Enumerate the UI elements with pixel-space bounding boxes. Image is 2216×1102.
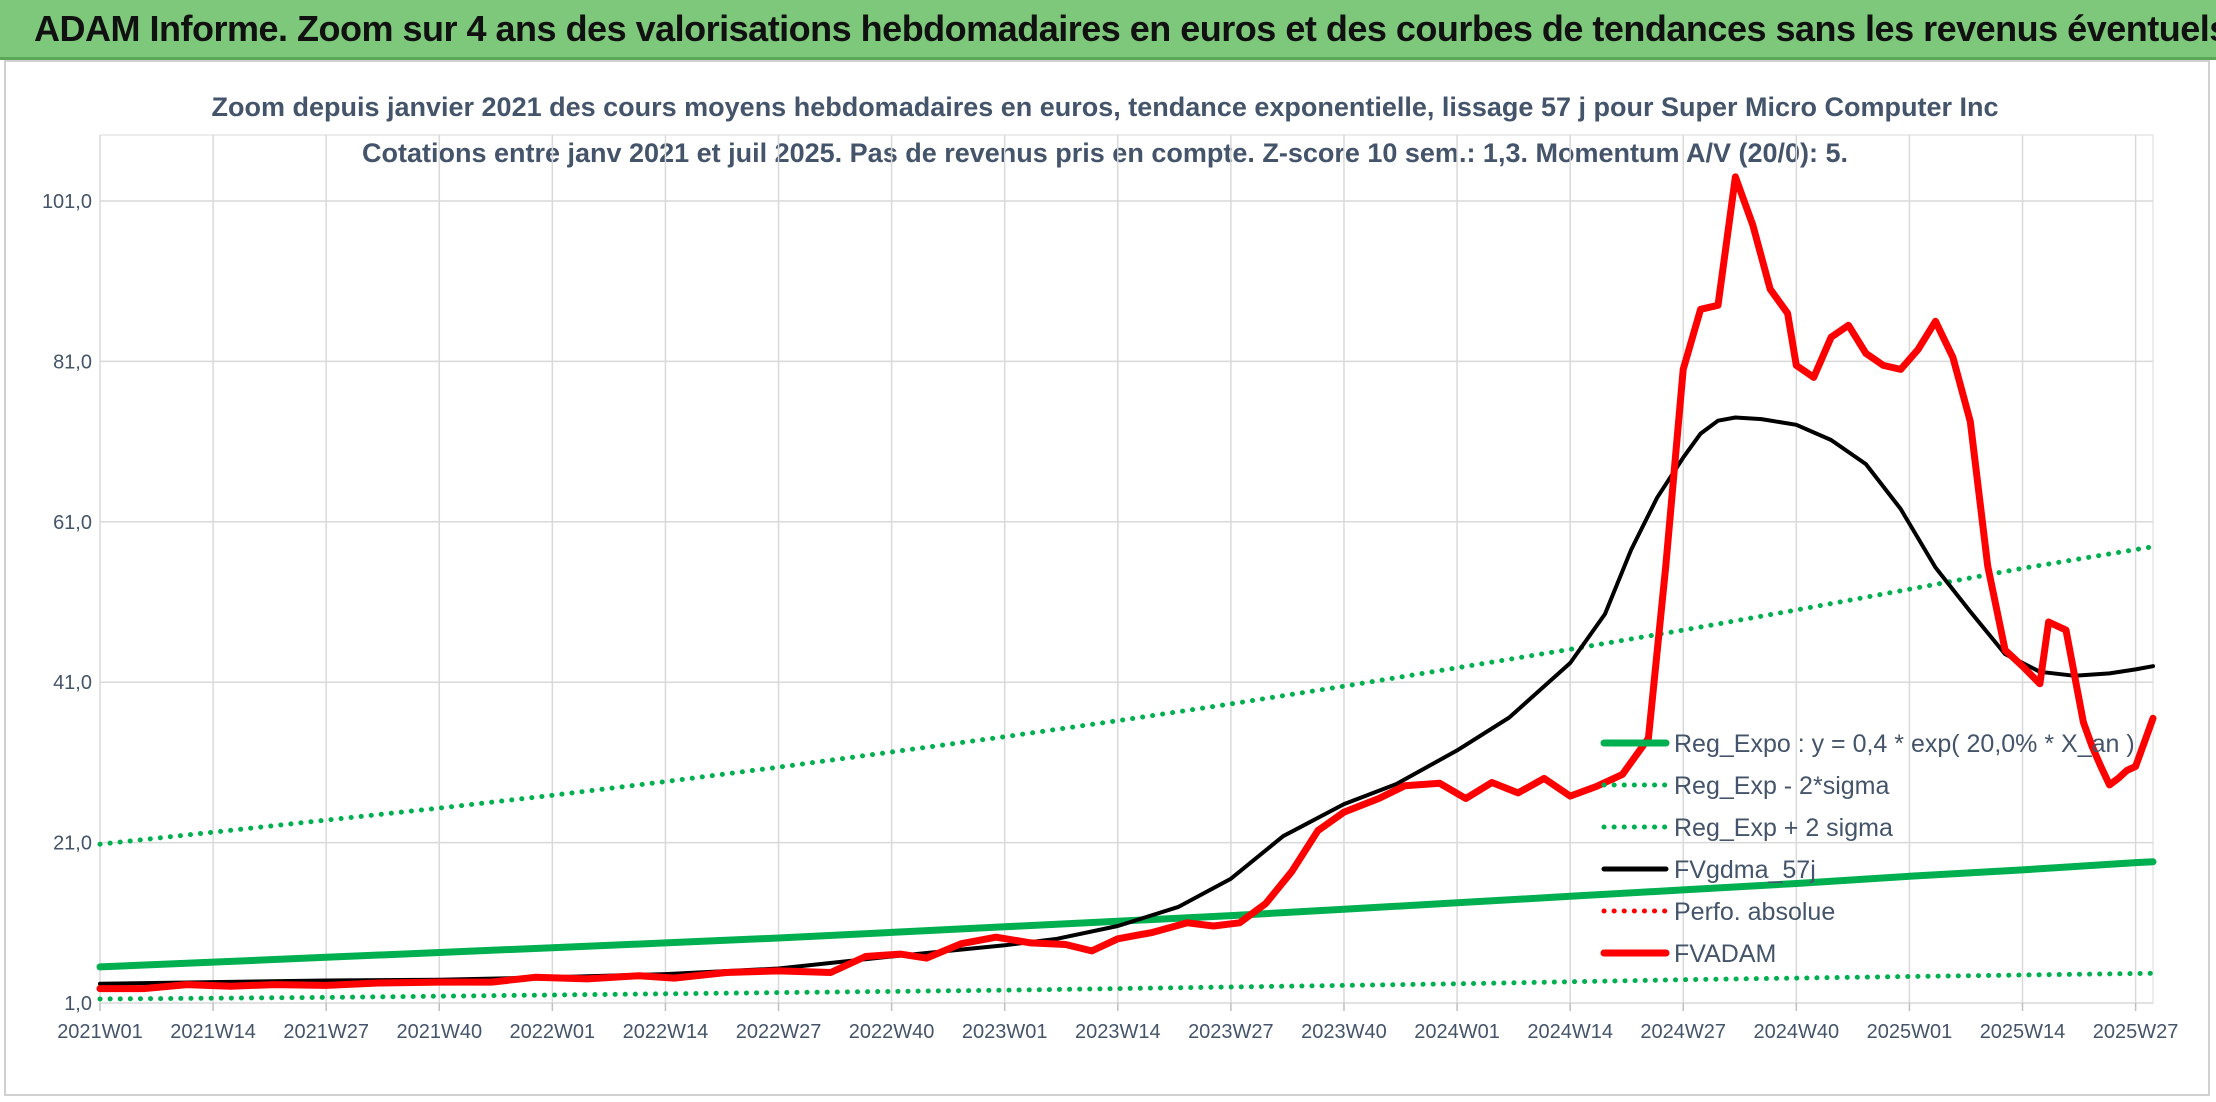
chart-grid [99, 134, 2154, 1011]
legend-label: Reg_Expo : y = 0,4 * exp( 20,0% * X_an ) [1674, 730, 2135, 758]
legend-label: Reg_Exp - 2*sigma [1674, 772, 1889, 800]
y-tick-label: 81,0 [53, 351, 92, 373]
chart-subtitle: Cotations entre janv 2021 et juil 2025. … [362, 138, 1848, 168]
legend: Reg_Expo : y = 0,4 * exp( 20,0% * X_an )… [1600, 730, 2135, 968]
x-tick-label: 2023W01 [962, 1021, 1048, 1043]
x-tick-label: 2025W01 [1867, 1021, 1953, 1043]
report-banner: ADAM Informe. Zoom sur 4 ans des valoris… [0, 0, 2216, 60]
y-tick-label: 41,0 [53, 672, 92, 694]
series-line [97, 970, 2156, 1002]
series-line [96, 173, 2157, 993]
x-axis: 2021W01 2021W14 2021W27 2021W40 2022W01 2022W… [57, 1021, 2178, 1043]
x-tick-label: 2021W01 [57, 1021, 143, 1043]
x-tick-label: 2023W40 [1301, 1021, 1387, 1043]
x-tick-label: 2023W14 [1075, 1021, 1161, 1043]
x-tick-label: 2024W14 [1527, 1021, 1613, 1043]
x-tick-label: 2022W14 [623, 1021, 709, 1043]
x-tick-label: 2025W27 [2093, 1021, 2179, 1043]
y-tick-label: 1,0 [64, 993, 92, 1015]
chart-title: Zoom depuis janvier 2021 des cours moyen… [211, 92, 1998, 122]
y-tick-label: 21,0 [53, 833, 92, 855]
x-tick-label: 2021W14 [170, 1021, 256, 1043]
plot-area [99, 134, 2154, 1004]
x-tick-label: 2024W27 [1640, 1021, 1726, 1043]
series-line [96, 858, 2157, 971]
series-line [97, 544, 2156, 847]
x-tick-label: 2021W27 [283, 1021, 369, 1043]
y-axis: 1,0 21,0 41,0 61,0 81,0 101,0 [42, 191, 92, 1015]
x-tick-label: 2022W01 [510, 1021, 596, 1043]
x-tick-label: 2023W27 [1188, 1021, 1274, 1043]
x-tick-label: 2024W01 [1414, 1021, 1500, 1043]
x-tick-label: 2024W40 [1754, 1021, 1840, 1043]
series-line [98, 415, 2155, 986]
legend-label: FVgdma_57j [1674, 856, 1816, 884]
series-layer [96, 173, 2157, 1002]
y-tick-label: 61,0 [53, 512, 92, 534]
report-title: ADAM Informe. Zoom sur 4 ans des valoris… [34, 8, 2216, 49]
x-tick-label: 2021W40 [396, 1021, 482, 1043]
x-tick-label: 2025W14 [1980, 1021, 2066, 1043]
legend-label: FVADAM [1674, 940, 1776, 968]
y-tick-label: 101,0 [42, 191, 92, 213]
legend-label: Reg_Exp + 2 sigma [1674, 814, 1893, 842]
x-tick-label: 2022W27 [736, 1021, 822, 1043]
chart-frame [4, 60, 2210, 1096]
x-tick-label: 2022W40 [849, 1021, 935, 1043]
legend-label: Perfo. absolue [1674, 898, 1835, 926]
